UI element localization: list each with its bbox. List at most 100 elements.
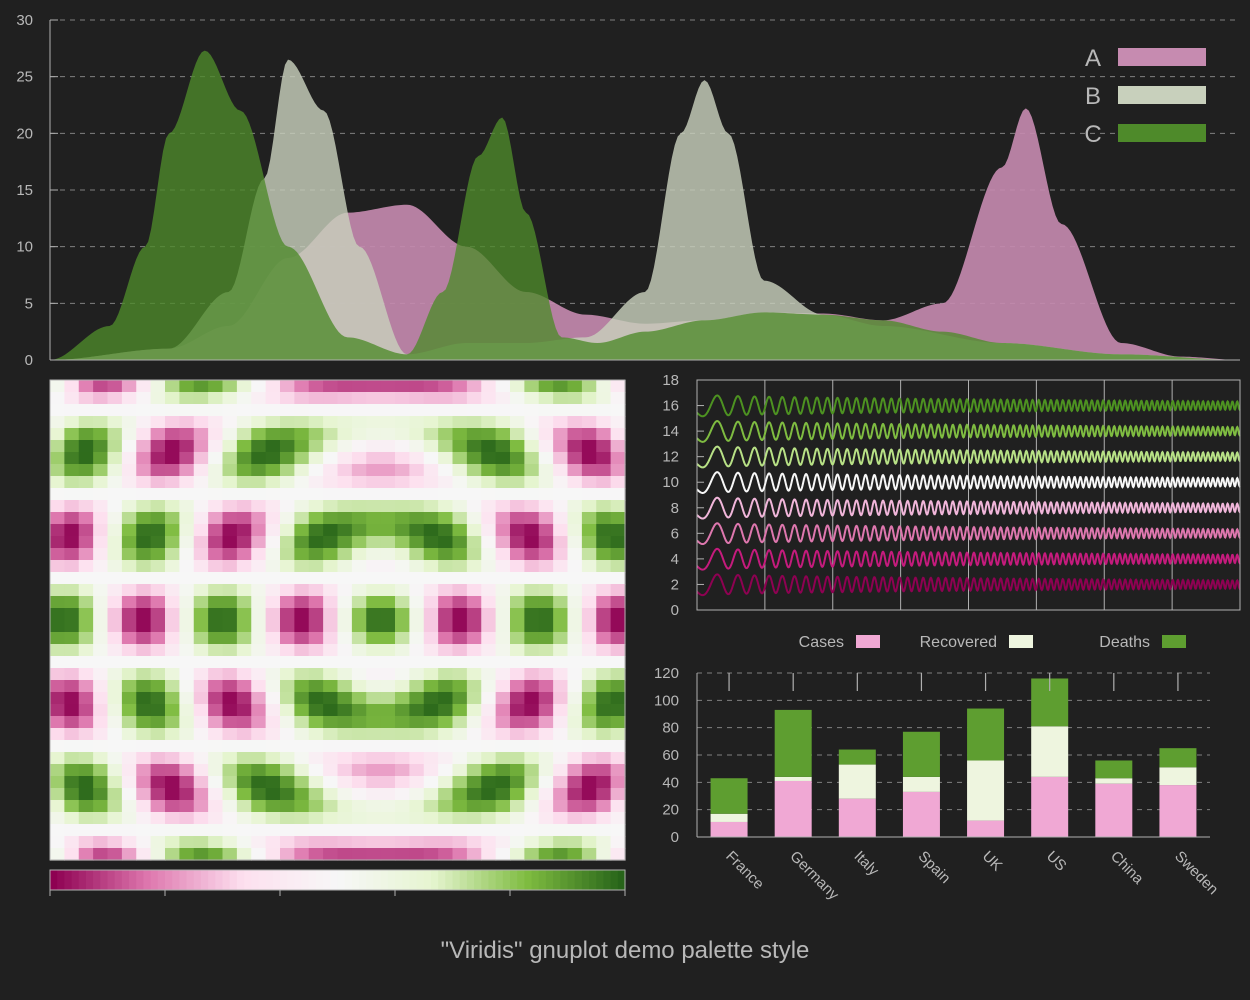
heatmap-cell — [567, 812, 583, 825]
colorbar-cell — [373, 870, 382, 890]
heatmap-cell — [150, 416, 166, 429]
colorbar-cell — [200, 870, 209, 890]
heatmap-cell — [481, 836, 497, 849]
heatmap-cell — [179, 656, 195, 669]
heatmap-cell — [265, 560, 281, 573]
heatmap-cell — [265, 704, 281, 717]
heatmap-cell — [78, 704, 94, 717]
heatmap-cell — [136, 488, 152, 501]
heatmap-cell — [510, 452, 525, 465]
heatmap-cell — [538, 476, 554, 489]
heatmap-cell — [337, 824, 353, 837]
heatmap-cell — [524, 524, 540, 537]
bar-marks — [710, 678, 1197, 837]
heatmap-cell — [93, 632, 109, 645]
heatmap-cell — [538, 812, 554, 825]
heatmap-cell — [423, 704, 439, 717]
heatmap-cell — [395, 536, 410, 549]
heatmap-cell — [251, 812, 267, 825]
heatmap-cell — [208, 404, 224, 417]
heatmap-cell — [323, 392, 339, 405]
heatmap-cell — [150, 524, 166, 537]
heatmap-cell — [93, 464, 109, 477]
heatmap-cell — [193, 596, 209, 609]
heatmap-cell — [208, 572, 224, 585]
heatmap-cell — [510, 548, 525, 561]
heatmap-cell — [280, 584, 295, 597]
heatmap-cell — [610, 428, 626, 441]
heatmap-cell — [596, 608, 612, 621]
heatmap-cell — [423, 464, 439, 477]
colorbar-cell — [107, 870, 116, 890]
heatmap-cell — [538, 668, 554, 681]
heatmap-cell — [538, 836, 554, 849]
heatmap-cell — [452, 836, 468, 849]
bar-recovered-spain — [902, 776, 940, 792]
heatmap-cell — [165, 812, 180, 825]
colorbar-cell — [294, 870, 303, 890]
heatmap-cell — [380, 500, 396, 513]
heatmap-cell — [193, 512, 209, 525]
heatmap-cell — [265, 848, 281, 861]
colorbar-cell — [524, 870, 533, 890]
heatmap-cell — [208, 740, 224, 753]
heatmap-cell — [581, 788, 597, 801]
bar-recovered-us — [1031, 726, 1069, 777]
heatmap-cell — [452, 800, 468, 813]
heatmap-cell — [150, 716, 166, 729]
heatmap-cell — [136, 644, 152, 657]
heatmap-cell — [78, 680, 94, 693]
heatmap-cell — [165, 704, 180, 717]
heatmap-cell — [438, 644, 454, 657]
heatmap-cell — [596, 824, 612, 837]
heatmap-cell — [510, 392, 525, 405]
heatmap-cell — [524, 764, 540, 777]
heatmap-cell — [610, 572, 626, 585]
heatmap-cell — [280, 656, 295, 669]
heatmap-cell — [337, 692, 353, 705]
heatmap-cell — [366, 608, 382, 621]
heatmap-cell — [121, 572, 137, 585]
heatmap-cell — [208, 416, 224, 429]
heatmap-cell — [208, 644, 224, 657]
heatmap-cell — [596, 476, 612, 489]
heatmap-cell — [423, 404, 439, 417]
heatmap-cell — [510, 848, 525, 861]
heatmap-cell — [265, 716, 281, 729]
heatmap-cell — [395, 620, 410, 633]
heatmap-cell — [107, 752, 123, 765]
heatmap-cell — [179, 752, 195, 765]
heatmap-cell — [581, 836, 597, 849]
heatmap-cell — [495, 440, 511, 453]
heatmap-cell — [438, 428, 454, 441]
heatmap-cell — [481, 704, 497, 717]
heatmap-cell — [222, 776, 238, 789]
heatmap-cell — [510, 416, 525, 429]
heatmap-cell — [280, 464, 295, 477]
heatmap-cell — [481, 512, 497, 525]
heatmap-cell — [179, 644, 195, 657]
heatmap-cell — [610, 836, 626, 849]
heatmap-cell — [251, 848, 267, 861]
colorbar-cell — [560, 870, 569, 890]
heatmap-cell — [337, 764, 353, 777]
heatmap-cell — [64, 416, 80, 429]
heatmap-cell — [481, 392, 497, 405]
heatmap-cell — [452, 668, 468, 681]
heatmap-cell — [395, 788, 410, 801]
heatmap-cell — [380, 476, 396, 489]
heatmap-cell — [495, 728, 511, 741]
heatmap-cell — [337, 464, 353, 477]
heatmap-cell — [179, 680, 195, 693]
heatmap-cell — [251, 608, 267, 621]
heatmap-cell — [323, 824, 339, 837]
heatmap-cell — [567, 440, 583, 453]
heatmap-cell — [538, 800, 554, 813]
heatmap-cell — [610, 776, 626, 789]
heatmap-cell — [121, 788, 137, 801]
colorbar-cell — [215, 870, 224, 890]
heatmap-cell — [366, 512, 382, 525]
heatmap-cell — [236, 800, 252, 813]
heatmap-cell — [567, 608, 583, 621]
